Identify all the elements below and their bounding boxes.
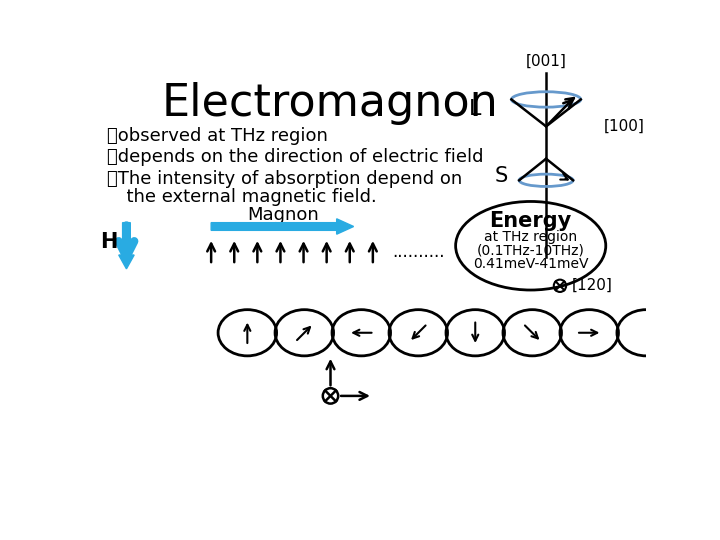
Text: ヽobserved at THz region: ヽobserved at THz region — [107, 127, 328, 145]
Text: H: H — [100, 232, 117, 252]
Text: ..........: .......... — [392, 243, 445, 261]
Text: L: L — [469, 99, 482, 119]
Text: S: S — [495, 166, 508, 186]
Text: Energy: Energy — [490, 211, 572, 231]
FancyArrow shape — [211, 219, 354, 234]
Text: ヽdepends on the direction of electric field: ヽdepends on the direction of electric fi… — [107, 148, 484, 166]
Text: [100]: [100] — [604, 119, 644, 134]
Text: 0.41meV-41meV: 0.41meV-41meV — [473, 257, 588, 271]
Text: Electromagnon: Electromagnon — [162, 82, 499, 125]
Text: at THz region: at THz region — [484, 230, 577, 244]
Text: [001]: [001] — [526, 53, 567, 69]
Text: [120]: [120] — [572, 278, 613, 293]
Text: (0.1THz-10THz): (0.1THz-10THz) — [477, 244, 585, 258]
Text: ヽThe intensity of absorption depend on: ヽThe intensity of absorption depend on — [107, 170, 462, 188]
FancyArrow shape — [119, 222, 134, 269]
Text: the external magnetic field.: the external magnetic field. — [115, 188, 377, 206]
Text: Magnon: Magnon — [247, 206, 319, 224]
